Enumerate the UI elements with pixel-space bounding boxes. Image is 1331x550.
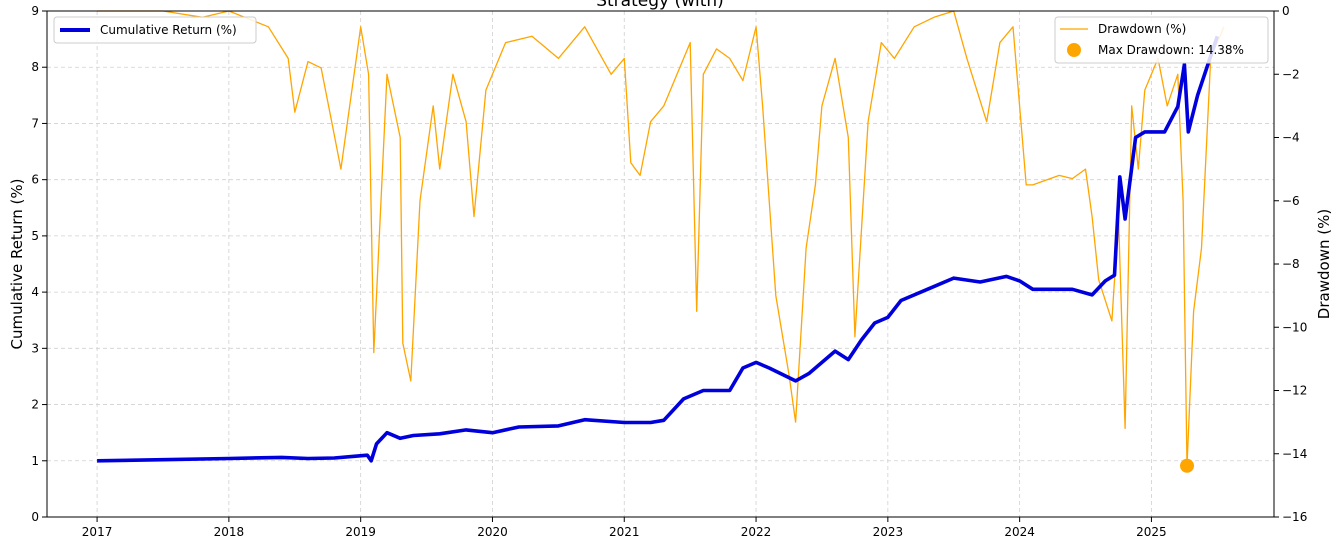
- y-right-tick-label: −16: [1282, 510, 1307, 524]
- chart-title: Strategy (with): [596, 0, 724, 11]
- y-left-tick-label: 8: [31, 60, 39, 74]
- y-axis-right-label: Drawdown (%): [1315, 209, 1331, 319]
- y-right-tick-label: −4: [1282, 131, 1300, 145]
- plot-frame: [46, 10, 1275, 518]
- y-right-tick-label: −2: [1282, 67, 1300, 81]
- y-right-tick-label: −14: [1282, 447, 1307, 461]
- x-tick-label: 2024: [1004, 525, 1035, 539]
- y-right-tick-label: −6: [1282, 194, 1300, 208]
- legend-left: Cumulative Return (%): [53, 16, 257, 44]
- drawdown-line: [97, 10, 1225, 467]
- max-drawdown-marker-group: [1180, 458, 1195, 473]
- y-axis-left: 0 1 2 3 4 5 6 7 8 9: [31, 4, 47, 524]
- y-right-tick-label: −12: [1282, 384, 1307, 398]
- y-left-tick-label: 9: [31, 4, 39, 18]
- x-tick-label: 2018: [214, 525, 245, 539]
- legend-max-drawdown-swatch: [1067, 43, 1081, 57]
- x-tick-label: 2021: [609, 525, 640, 539]
- y-left-tick-label: 1: [31, 454, 39, 468]
- y-left-tick-label: 6: [31, 173, 39, 187]
- legend-drawdown-label: Drawdown (%): [1098, 22, 1186, 36]
- y-left-tick-label: 0: [31, 510, 39, 524]
- max-drawdown-marker: [1180, 458, 1195, 473]
- y-left-tick-label: 7: [31, 116, 39, 130]
- y-right-tick-label: −8: [1282, 257, 1300, 271]
- y-right-tick-label: 0: [1282, 4, 1290, 18]
- legend-right: Drawdown (%) Max Drawdown: 14.38%: [1054, 16, 1269, 64]
- y-left-tick-label: 4: [31, 285, 39, 299]
- legend-cumulative-label: Cumulative Return (%): [100, 23, 237, 37]
- y-axis-right: 0 −2 −4 −6 −8 −10 −12 −14 −16: [1274, 4, 1307, 524]
- x-tick-label: 2020: [477, 525, 508, 539]
- legend-left-box: [53, 16, 257, 44]
- x-axis: 2017 2018 2019 2020 2021 2022 2023 2024 2025: [82, 517, 1167, 539]
- y-left-tick-label: 3: [31, 341, 39, 355]
- grid: [47, 10, 1274, 518]
- x-tick-label: 2017: [82, 525, 113, 539]
- x-tick-label: 2019: [345, 525, 376, 539]
- legend-right-box: [1054, 16, 1269, 64]
- y-left-tick-label: 2: [31, 398, 39, 412]
- y-axis-left-label: Cumulative Return (%): [8, 179, 26, 350]
- x-tick-label: 2022: [741, 525, 772, 539]
- cumulative-return-line: [97, 35, 1220, 463]
- legend-max-drawdown-label: Max Drawdown: 14.38%: [1098, 43, 1244, 57]
- x-tick-label: 2023: [873, 525, 904, 539]
- y-left-tick-label: 5: [31, 229, 39, 243]
- y-right-tick-label: −10: [1282, 320, 1307, 334]
- drawdown-series: [97, 10, 1225, 467]
- x-tick-label: 2025: [1136, 525, 1167, 539]
- cumulative-return-series: [97, 35, 1220, 463]
